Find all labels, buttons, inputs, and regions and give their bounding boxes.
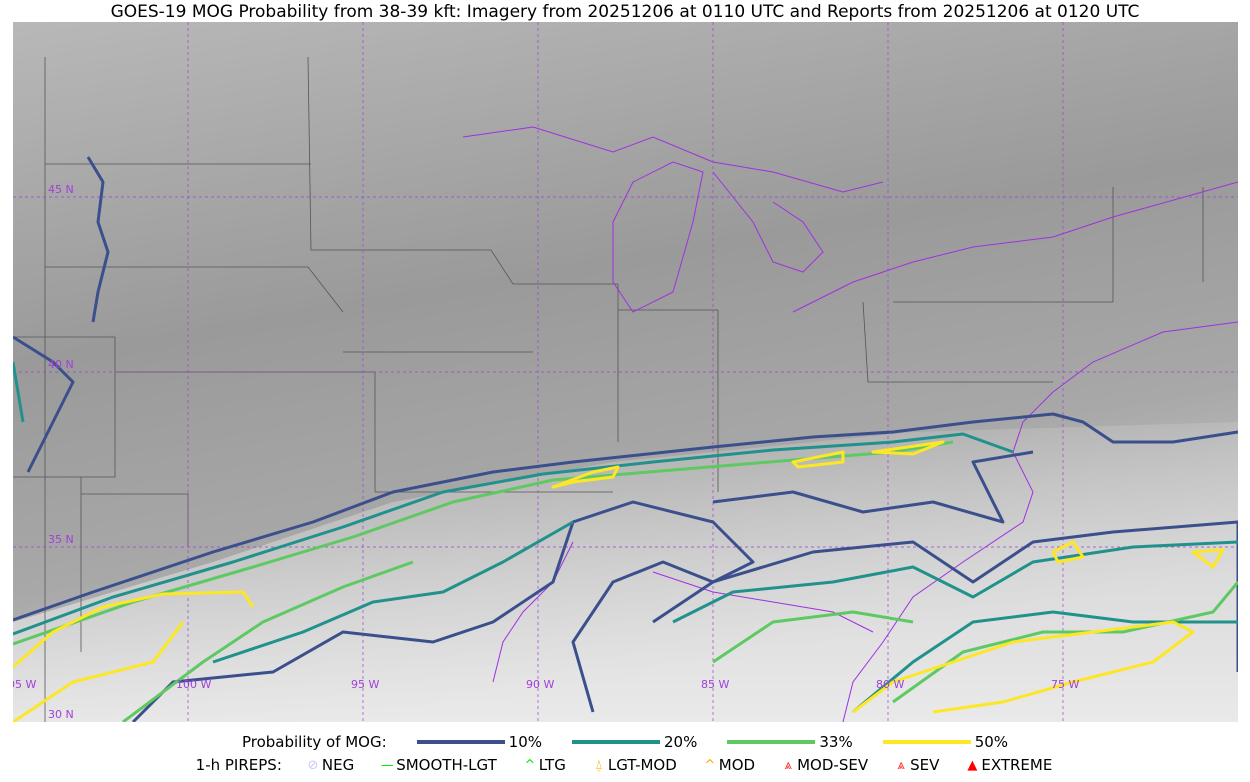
latitude-label: 45 N [48,183,74,196]
mog-contours [13,156,1238,722]
caret-bar-icon: ⍙ [594,757,603,773]
pirep-legend-label: LTG [538,756,566,774]
contour-20pct [852,610,1238,714]
contour-50pct [13,590,255,669]
legend-swatch-10pct [416,740,505,744]
contour-10pct [13,335,75,473]
chart-title: GOES-19 MOG Probability from 38-39 kft: … [110,2,1140,22]
legend-label: 33% [819,733,853,751]
legend-label: 50% [974,733,1009,751]
legend-label: 10% [508,733,543,751]
pirep-legend-label: MOD [718,756,756,774]
contour-50pct [871,440,945,456]
contour-50pct [852,620,1195,714]
longitude-label: 75 W [1051,678,1079,691]
caret-icon: ^ [704,757,716,773]
legend-swatch-50pct [882,740,971,744]
contour-10pct [86,156,110,323]
pireps-legend: 1-h PIREPS: ⊘ NEG — SMOOTH-LGT ^ LTG ⍙ LGT-MOD ^… [0,756,1250,774]
longitude-label: 90 W [526,678,554,691]
legend-swatch-33pct [727,740,816,744]
latitude-label: 35 N [48,533,74,546]
pireps-legend-title: 1-h PIREPS: [195,756,282,774]
longitude-label: 95 W [351,678,379,691]
line-icon: — [380,757,394,773]
pirep-legend-label: LGT-MOD [607,756,677,774]
longitude-label: 80 W [876,678,904,691]
probability-legend: Probability of MOG: 10% 20% 33% 50% [0,733,1250,751]
legend-label: 20% [664,733,698,751]
caret-icon: ^ [524,757,536,773]
contour-10pct [131,500,755,722]
contour-20pct [13,432,1014,636]
contour-50pct [1191,548,1225,569]
contour-33pct [122,560,414,722]
pirep-legend-label: SEV [910,756,940,774]
contour-10pct [652,520,1238,672]
longitude-label: 85 W [701,678,729,691]
contour-20pct [13,361,25,423]
latitude-label: 40 N [48,358,74,371]
contour-20pct [212,520,574,664]
legend-swatch-20pct [572,740,661,744]
satellite-map: 45 N 40 N 35 N 30 N 105 W 100 W 95 W 90 W 85 W 80… [13,22,1238,722]
longitude-label: 105 W [13,678,36,691]
contour-10pct [712,450,1034,524]
graticule [13,22,1238,722]
pirep-legend-label: EXTREME [981,756,1053,774]
longitude-label: 100 W [176,678,211,691]
double-caret-icon: ⩓ [897,757,905,773]
double-caret-bar-icon: ⩓ [784,757,792,773]
contour-10pct [13,412,1238,622]
contour-50pct [551,465,620,489]
coastlines [462,126,1238,722]
filled-triangle-icon: ▲ [967,757,978,773]
pirep-legend-label: SMOOTH-LGT [396,756,497,774]
contour-50pct [791,450,845,469]
latitude-label: 30 N [48,708,74,721]
pirep-legend-label: MOD-SEV [797,756,869,774]
contour-20pct [672,540,1238,624]
neg-circle-icon: ⊘ [307,757,319,773]
pirep-legend-label: NEG [321,756,355,774]
contour-50pct [1051,540,1085,564]
probability-legend-title: Probability of MOG: [241,733,387,751]
contour-33pct [712,610,914,664]
contour-50pct [13,621,185,722]
